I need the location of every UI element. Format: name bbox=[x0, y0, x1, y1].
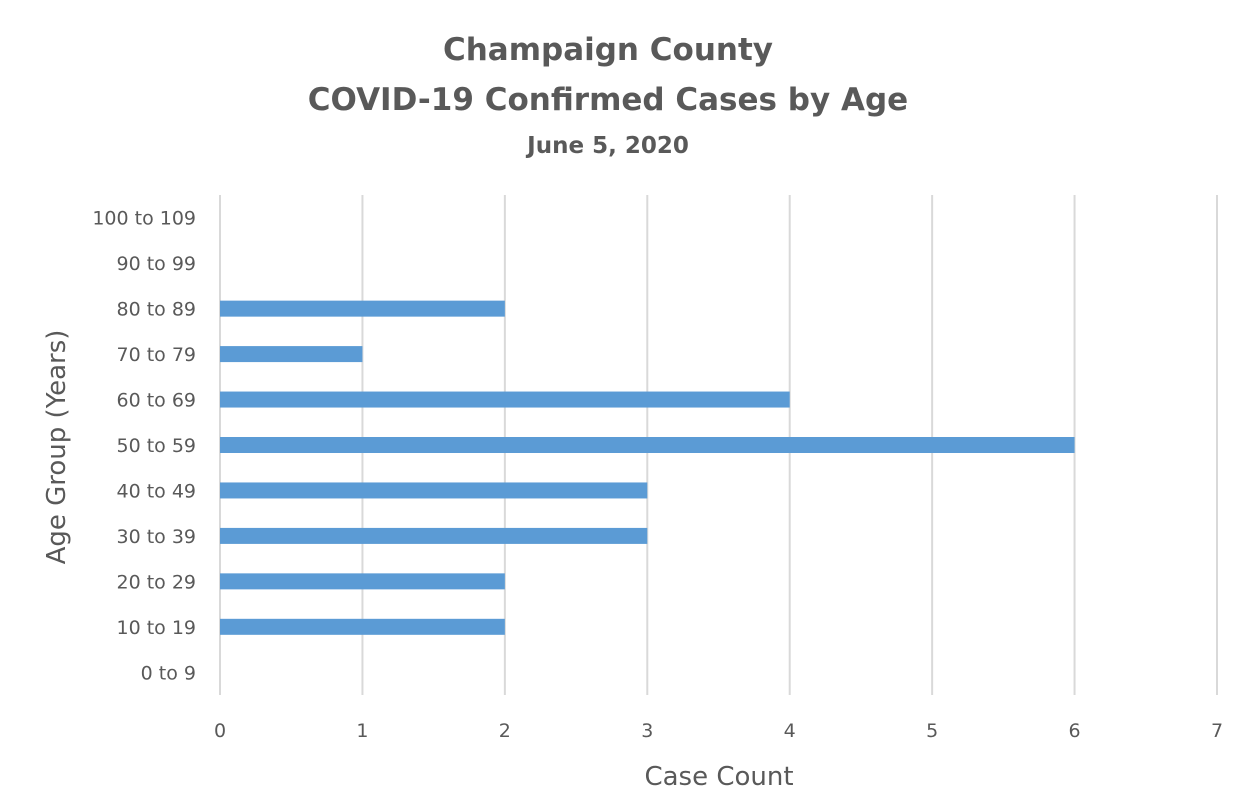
bar-50-to-59 bbox=[220, 437, 1075, 453]
bar-60-to-69 bbox=[220, 391, 790, 408]
x-tick-label: 0 bbox=[214, 720, 226, 742]
y-tick-label: 90 to 99 bbox=[116, 253, 196, 275]
bar-30-to-39 bbox=[220, 527, 648, 544]
x-tick-label: 5 bbox=[926, 720, 938, 742]
y-tick-label: 20 to 29 bbox=[116, 571, 196, 593]
y-tick-label: 60 to 69 bbox=[116, 390, 196, 412]
y-tick-label: 70 to 79 bbox=[116, 344, 196, 366]
x-tick-label: 7 bbox=[1211, 720, 1223, 742]
y-tick-label: 100 to 109 bbox=[92, 208, 196, 230]
y-tick-label: 50 to 59 bbox=[116, 435, 196, 457]
bars bbox=[220, 300, 1075, 635]
y-tick-labels: 0 to 9 10 to 19 20 to 29 30 to 39 40 to 49 50… bbox=[92, 208, 196, 685]
x-tick-label: 6 bbox=[1069, 720, 1081, 742]
x-tick-label: 3 bbox=[641, 720, 653, 742]
chart-date: June 5, 2020 bbox=[525, 133, 689, 159]
x-tick-label: 1 bbox=[356, 720, 368, 742]
bar-10-to-19 bbox=[220, 618, 505, 635]
y-tick-label: 40 to 49 bbox=[116, 480, 196, 502]
bar-70-to-79 bbox=[220, 346, 363, 363]
y-tick-label: 0 to 9 bbox=[141, 662, 196, 684]
y-axis-title: Age Group (Years) bbox=[42, 330, 72, 565]
x-axis-title: Case Count bbox=[644, 762, 793, 792]
chart-title: Champaign County bbox=[443, 32, 773, 68]
y-tick-label: 10 to 19 bbox=[116, 617, 196, 639]
y-tick-label: 30 to 39 bbox=[116, 526, 196, 548]
x-tick-labels: 0 1 2 3 4 5 6 7 bbox=[214, 720, 1223, 742]
bar-20-to-29 bbox=[220, 573, 505, 590]
bar-40-to-49 bbox=[220, 482, 648, 499]
x-tick-label: 2 bbox=[499, 720, 511, 742]
chart-subtitle: COVID-19 Confirmed Cases by Age bbox=[308, 82, 908, 118]
x-tick-label: 4 bbox=[784, 720, 796, 742]
y-tick-label: 80 to 89 bbox=[116, 299, 196, 321]
bar-80-to-89 bbox=[220, 300, 505, 317]
